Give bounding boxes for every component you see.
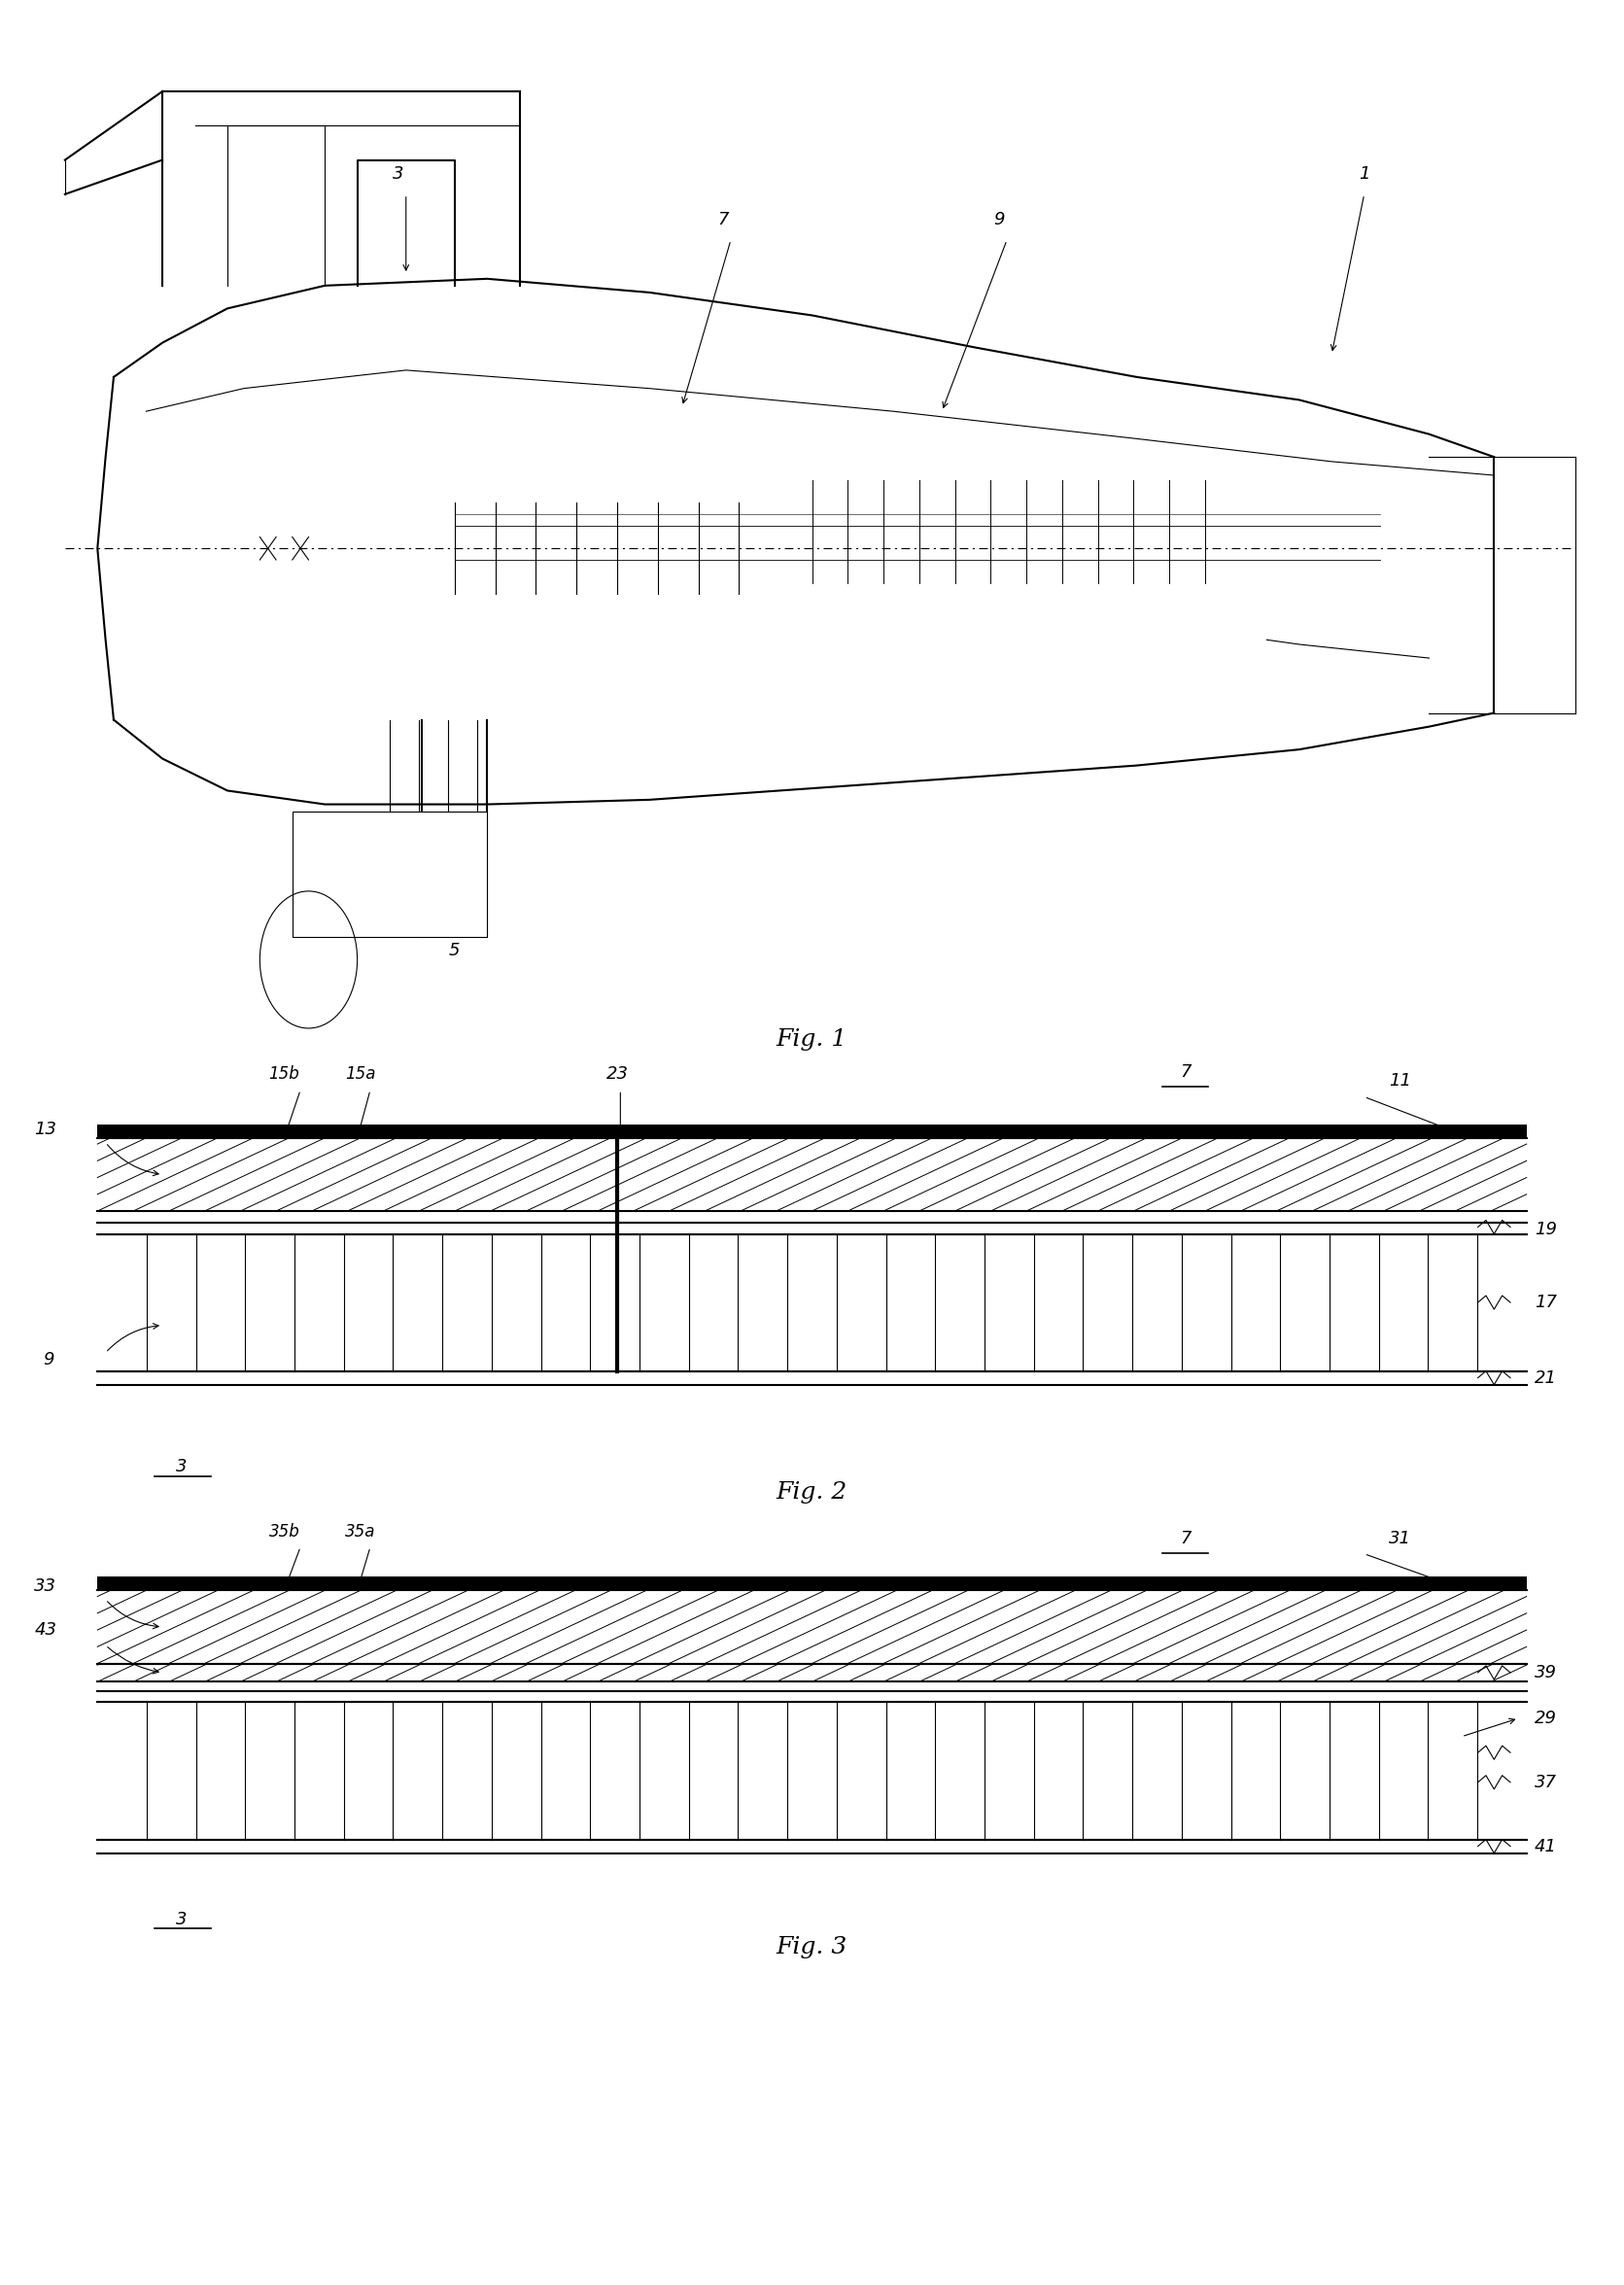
Text: 5: 5: [450, 941, 460, 960]
Text: 31: 31: [1389, 1529, 1411, 1547]
Bar: [292, 811, 487, 937]
Text: 7: 7: [718, 210, 728, 229]
Text: 19: 19: [1535, 1220, 1557, 1238]
Text: 35b: 35b: [268, 1522, 300, 1540]
Text: 15a: 15a: [346, 1065, 375, 1083]
Text: 33: 33: [34, 1577, 57, 1595]
Bar: [97, 1124, 1527, 1138]
Text: 41: 41: [1535, 1837, 1557, 1855]
Text: 39: 39: [1535, 1663, 1557, 1682]
Text: 9: 9: [44, 1350, 54, 1369]
Text: 17: 17: [1535, 1293, 1557, 1312]
Text: 3: 3: [393, 165, 403, 183]
Text: 3: 3: [177, 1910, 187, 1929]
Text: 7: 7: [1181, 1529, 1190, 1547]
Text: 29: 29: [1535, 1709, 1557, 1727]
Text: 3: 3: [177, 1458, 187, 1476]
Text: Fig. 2: Fig. 2: [776, 1481, 848, 1504]
Text: 1: 1: [1359, 165, 1369, 183]
Text: 21: 21: [1535, 1369, 1557, 1387]
Text: Fig. 3: Fig. 3: [776, 1935, 848, 1958]
Text: Fig. 1: Fig. 1: [776, 1028, 848, 1051]
Text: 13: 13: [34, 1120, 57, 1138]
Text: 37: 37: [1535, 1773, 1557, 1791]
Text: 43: 43: [34, 1620, 57, 1638]
Text: 35a: 35a: [346, 1522, 375, 1540]
Text: 15b: 15b: [268, 1065, 300, 1083]
Text: 9: 9: [994, 210, 1004, 229]
Text: 7: 7: [1181, 1063, 1190, 1081]
Text: 23: 23: [606, 1065, 628, 1083]
Text: 11: 11: [1389, 1072, 1411, 1090]
Bar: [97, 1577, 1527, 1590]
